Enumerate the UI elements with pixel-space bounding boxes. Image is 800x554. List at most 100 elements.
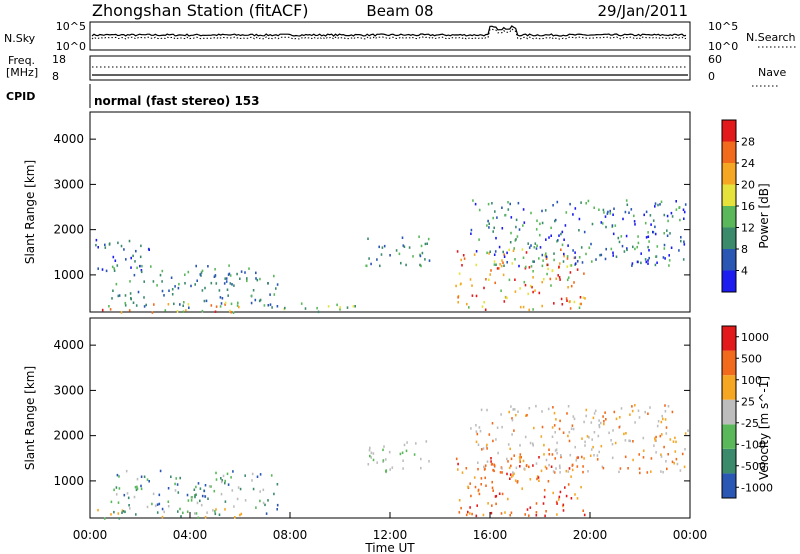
echo-cell <box>558 276 561 279</box>
echo-cell <box>352 305 355 308</box>
echo-cell <box>654 439 657 442</box>
echo-cell <box>104 246 107 249</box>
echo-cell <box>550 284 552 287</box>
echo-cell <box>370 451 373 455</box>
echo-cell <box>196 279 198 282</box>
echo-cell <box>167 303 170 306</box>
echo-cell <box>535 514 538 517</box>
echo-cell <box>232 470 234 473</box>
echo-cell <box>643 213 645 217</box>
echo-cell <box>536 219 538 222</box>
echo-cell <box>548 463 550 467</box>
echo-cell <box>199 499 201 503</box>
echo-cell <box>424 242 427 246</box>
echo-cell <box>239 277 241 280</box>
echo-cell <box>642 456 645 459</box>
echo-cell <box>602 208 605 212</box>
echo-cell <box>137 290 140 294</box>
echo-cell <box>573 300 576 304</box>
echo-cell <box>210 485 212 488</box>
echo-cell <box>611 456 614 460</box>
echo-cell <box>618 426 621 429</box>
colorbar-tick-label: 100 <box>741 374 762 387</box>
echo-cell <box>491 422 494 425</box>
echo-cell <box>552 204 554 207</box>
echo-cell <box>535 462 538 465</box>
colorbar-swatch <box>722 424 736 449</box>
echo-cell <box>659 434 662 438</box>
echo-cell <box>477 443 480 446</box>
echo-cell <box>158 502 161 506</box>
echo-cell <box>569 264 572 267</box>
echo-cell <box>486 251 488 255</box>
echo-cell <box>668 254 670 257</box>
echo-cell <box>420 264 422 268</box>
echo-cell <box>601 222 604 225</box>
echo-cell <box>339 308 341 311</box>
echo-cell <box>265 512 268 515</box>
echo-cell <box>570 427 573 430</box>
echo-cell <box>583 513 586 517</box>
echo-cell <box>607 210 609 214</box>
echo-cell <box>579 302 581 306</box>
echo-cell <box>522 305 525 309</box>
echo-cell <box>491 202 493 205</box>
echo-cell <box>195 264 197 268</box>
echo-cell <box>487 219 489 223</box>
echo-cell <box>683 240 685 243</box>
echo-cell <box>130 297 132 300</box>
echo-cell <box>519 453 522 456</box>
echo-cell <box>645 210 648 214</box>
echo-cell <box>572 249 574 252</box>
echo-cell <box>270 474 273 477</box>
echo-cell <box>383 244 386 248</box>
echo-cell <box>117 294 120 298</box>
echo-cell <box>105 269 108 273</box>
echo-cell <box>113 269 116 272</box>
echo-cell <box>224 500 227 503</box>
echo-cell <box>526 508 529 511</box>
echo-cell <box>604 411 606 414</box>
echo-cell <box>552 406 554 409</box>
echo-cell <box>634 404 636 407</box>
echo-cell <box>501 259 503 262</box>
echo-cell <box>566 299 568 302</box>
echo-cell <box>378 245 380 249</box>
echo-cell <box>566 412 568 415</box>
echo-cell <box>644 258 647 261</box>
echo-cell <box>622 217 624 221</box>
echo-cell <box>656 245 659 248</box>
echo-cell <box>218 513 221 516</box>
echo-cell <box>472 199 474 202</box>
echo-cell <box>171 288 174 291</box>
colorbar-tick-label: -500 <box>741 460 766 473</box>
echo-cell <box>193 488 196 491</box>
echo-cell <box>408 246 411 249</box>
echo-cell <box>284 306 286 310</box>
echo-cell <box>104 243 106 247</box>
echo-cell <box>151 502 153 506</box>
echo-cell <box>548 453 551 456</box>
echo-cell <box>561 230 564 234</box>
echo-cell <box>518 264 520 268</box>
echo-cell <box>508 466 511 470</box>
freq-label: Freq. <box>8 54 35 67</box>
colorbar-swatch <box>722 375 736 400</box>
echo-cell <box>631 409 634 413</box>
echo-cell <box>600 221 603 224</box>
echo-cell <box>273 492 275 496</box>
echo-cell <box>501 471 503 474</box>
echo-cell <box>229 274 232 277</box>
echo-cell <box>230 476 232 479</box>
echo-cell <box>655 451 657 454</box>
echo-cell <box>534 242 537 245</box>
echo-cell <box>598 423 600 427</box>
echo-cell <box>507 443 510 446</box>
echo-cell <box>204 495 207 498</box>
echo-cell <box>587 470 589 473</box>
echo-cell <box>533 246 536 249</box>
echo-cell <box>515 413 517 417</box>
echo-cell <box>485 278 487 281</box>
echo-cell <box>471 294 474 297</box>
echo-cell <box>540 469 543 473</box>
